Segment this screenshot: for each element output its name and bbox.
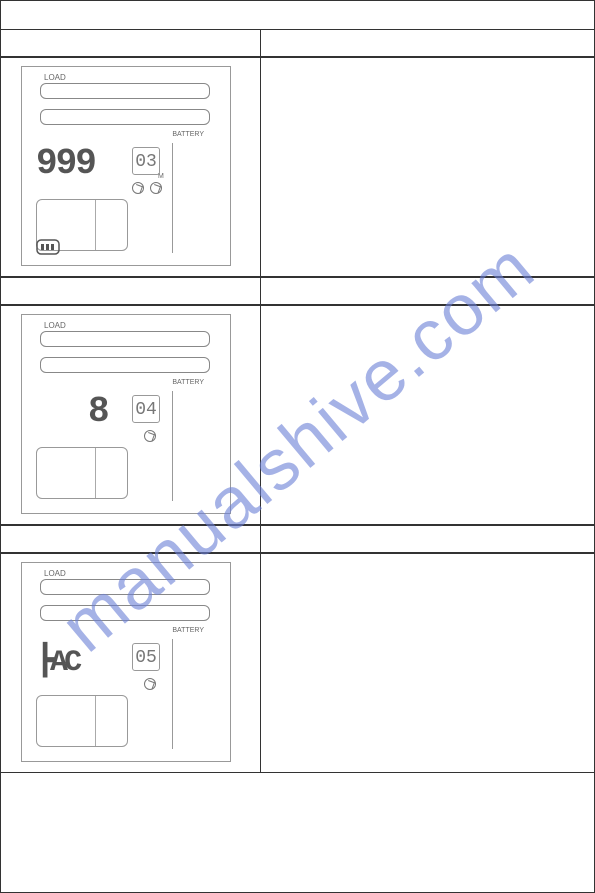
page: manualshive.com LOAD BATTERY 999 03 M bbox=[0, 0, 595, 893]
row3-content-left: LOAD BATTERY ┣AC 05 bbox=[1, 554, 261, 772]
lcd-panel-1: LOAD BATTERY 999 03 M bbox=[21, 66, 231, 266]
gauge-icon bbox=[144, 678, 156, 690]
unit-label: M bbox=[158, 173, 164, 180]
top-spacer bbox=[1, 1, 594, 29]
bottom-display bbox=[36, 695, 128, 747]
gauge-icon bbox=[150, 182, 162, 194]
battery-label: BATTERY bbox=[172, 131, 204, 138]
outlet-icon bbox=[36, 239, 60, 255]
row1-header bbox=[1, 29, 594, 57]
row3-header bbox=[1, 525, 594, 553]
status-icons bbox=[132, 181, 164, 199]
divider-line bbox=[172, 391, 173, 501]
load-label: LOAD bbox=[44, 569, 66, 578]
battery-bar bbox=[40, 605, 210, 621]
row2-content-left: LOAD BATTERY 8 04 bbox=[1, 306, 261, 524]
bottom-display bbox=[36, 447, 128, 499]
load-bar bbox=[40, 331, 210, 347]
big-digits: ┣AC bbox=[36, 643, 78, 680]
row1-content-left: LOAD BATTERY 999 03 M bbox=[1, 58, 261, 276]
load-bar bbox=[40, 83, 210, 99]
small-digits: 05 bbox=[132, 643, 160, 671]
gauge-icon bbox=[144, 430, 156, 442]
row2-header bbox=[1, 277, 594, 305]
row2-header-left bbox=[1, 278, 261, 304]
lcd-panel-3: LOAD BATTERY ┣AC 05 bbox=[21, 562, 231, 762]
row1-header-right bbox=[261, 30, 594, 56]
clock-icon bbox=[132, 182, 144, 194]
row2-content-right bbox=[261, 306, 594, 524]
row3-header-left bbox=[1, 526, 261, 552]
small-digits: 03 bbox=[132, 147, 160, 175]
battery-label: BATTERY bbox=[172, 379, 204, 386]
row1-content: LOAD BATTERY 999 03 M bbox=[1, 57, 594, 277]
big-digits: 8 bbox=[88, 391, 108, 432]
load-label: LOAD bbox=[44, 73, 66, 82]
battery-bar bbox=[40, 357, 210, 373]
row3-content: LOAD BATTERY ┣AC 05 bbox=[1, 553, 594, 773]
status-icons bbox=[144, 677, 158, 695]
row1-content-right bbox=[261, 58, 594, 276]
load-label: LOAD bbox=[44, 321, 66, 330]
battery-label: BATTERY bbox=[172, 627, 204, 634]
row2-content: LOAD BATTERY 8 04 bbox=[1, 305, 594, 525]
row1-header-left bbox=[1, 30, 261, 56]
row3-content-right bbox=[261, 554, 594, 772]
divider-line bbox=[172, 639, 173, 749]
battery-bar bbox=[40, 109, 210, 125]
divider-line bbox=[172, 143, 173, 253]
row3-header-right bbox=[261, 526, 594, 552]
lcd-panel-2: LOAD BATTERY 8 04 bbox=[21, 314, 231, 514]
status-icons bbox=[144, 429, 158, 447]
load-bar bbox=[40, 579, 210, 595]
row2-header-right bbox=[261, 278, 594, 304]
small-digits: 04 bbox=[132, 395, 160, 423]
big-digits: 999 bbox=[36, 143, 95, 184]
